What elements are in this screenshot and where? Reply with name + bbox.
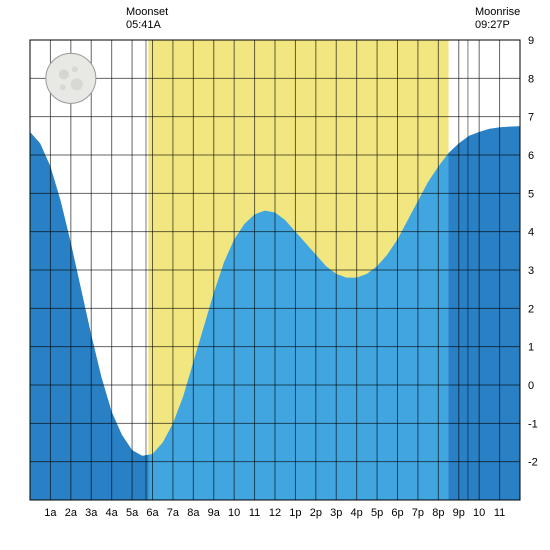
svg-text:7a: 7a [167, 507, 180, 519]
svg-text:2: 2 [528, 303, 534, 315]
tide-chart: 1a2a3a4a5a6a7a8a9a1011121p2p3p4p5p6p7p8p… [0, 0, 550, 550]
svg-text:-1: -1 [528, 418, 538, 430]
moonrise-label: Moonrise 09:27P [475, 6, 520, 32]
moonrise-title: Moonrise [475, 6, 520, 19]
svg-text:6: 6 [528, 150, 534, 162]
svg-text:10: 10 [228, 507, 240, 519]
svg-text:9: 9 [528, 35, 534, 47]
svg-text:2p: 2p [310, 507, 322, 519]
svg-text:8a: 8a [187, 507, 200, 519]
svg-text:12: 12 [269, 507, 281, 519]
svg-text:1p: 1p [289, 507, 301, 519]
moonset-title: Moonset [126, 6, 168, 19]
svg-text:5p: 5p [371, 507, 383, 519]
svg-text:1a: 1a [44, 507, 57, 519]
svg-text:11: 11 [249, 507, 260, 519]
svg-text:9a: 9a [208, 507, 221, 519]
svg-text:7: 7 [528, 112, 534, 124]
svg-text:4: 4 [528, 227, 534, 239]
svg-text:9p: 9p [453, 507, 465, 519]
svg-text:4p: 4p [351, 507, 363, 519]
svg-text:8: 8 [528, 73, 534, 85]
svg-text:7p: 7p [412, 507, 424, 519]
svg-text:6p: 6p [391, 507, 403, 519]
svg-text:0: 0 [528, 380, 534, 392]
svg-text:8p: 8p [432, 507, 444, 519]
moonrise-time: 09:27P [475, 19, 520, 32]
svg-text:3: 3 [528, 265, 534, 277]
moonset-time: 05:41A [126, 19, 168, 32]
chart-svg: 1a2a3a4a5a6a7a8a9a1011121p2p3p4p5p6p7p8p… [0, 0, 550, 550]
svg-text:3a: 3a [85, 507, 98, 519]
svg-text:3p: 3p [330, 507, 342, 519]
svg-text:5a: 5a [126, 507, 139, 519]
svg-text:4a: 4a [106, 507, 119, 519]
svg-text:1: 1 [528, 342, 534, 354]
svg-text:-2: -2 [528, 457, 538, 469]
svg-text:11: 11 [494, 507, 505, 519]
svg-text:6a: 6a [146, 507, 159, 519]
moonset-label: Moonset 05:41A [126, 6, 168, 32]
svg-text:10: 10 [473, 507, 485, 519]
svg-text:5: 5 [528, 188, 534, 200]
svg-text:2a: 2a [65, 507, 78, 519]
